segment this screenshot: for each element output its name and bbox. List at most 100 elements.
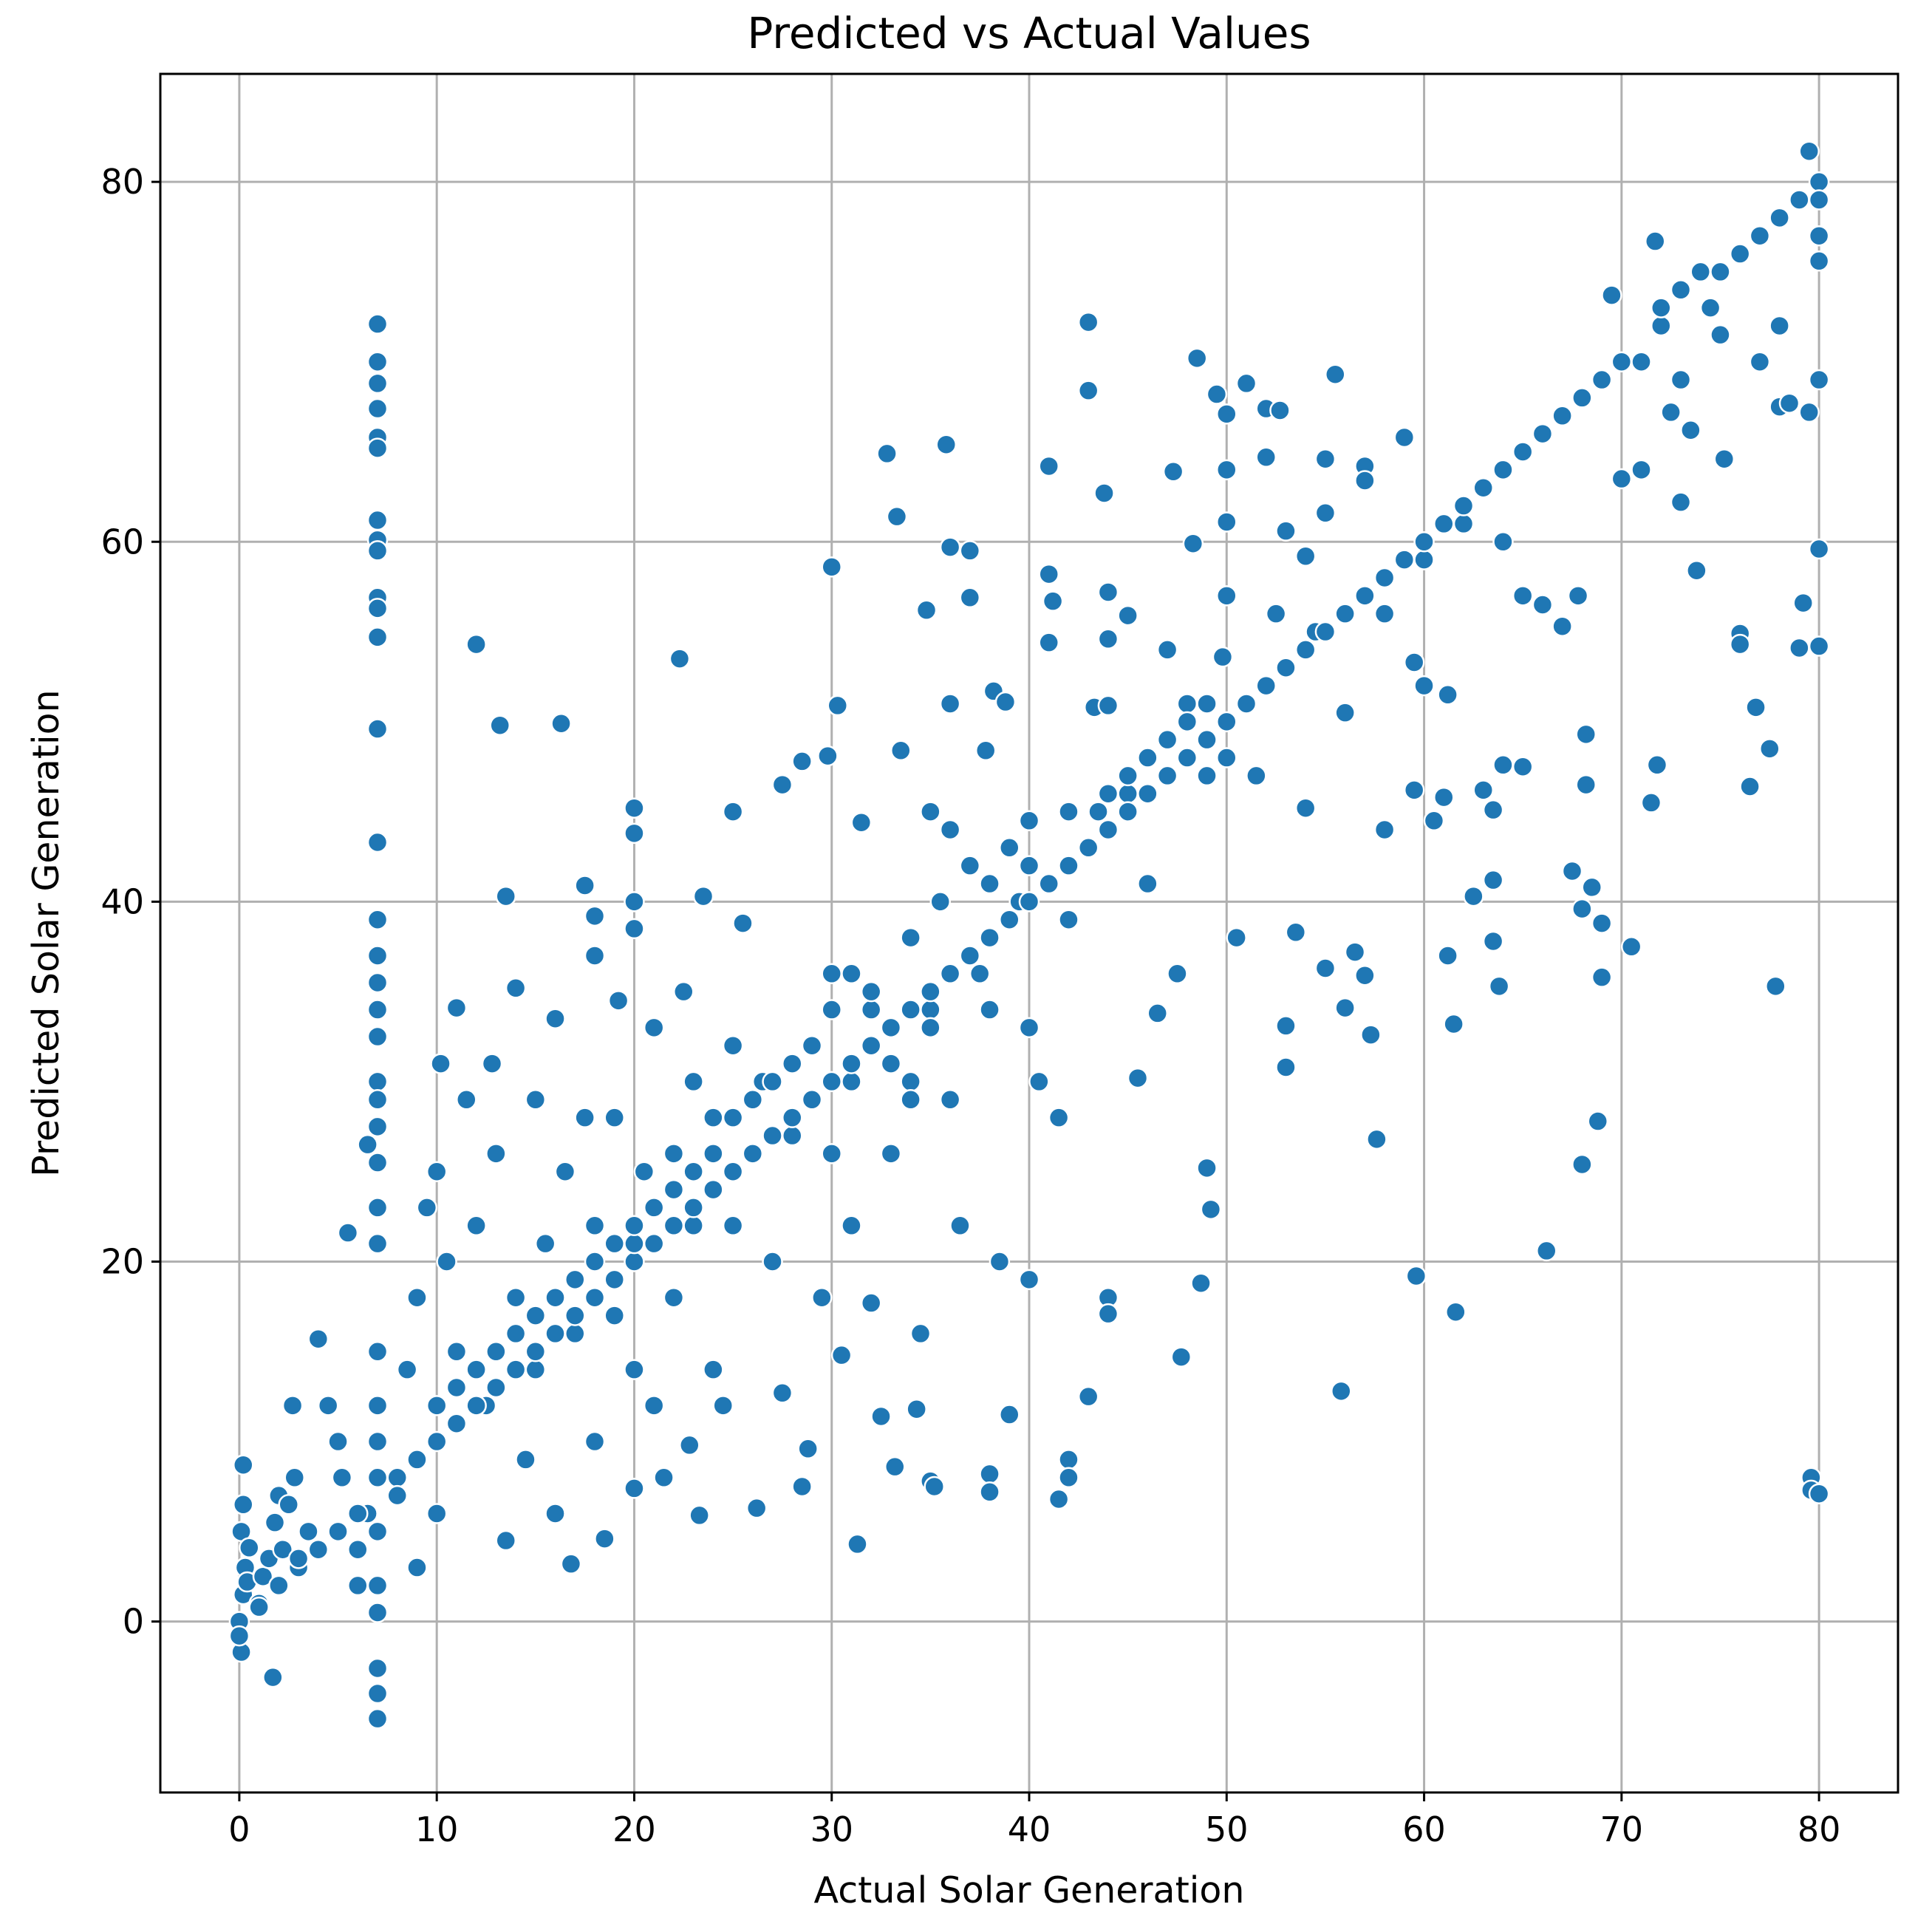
scatter-point [1512, 585, 1534, 607]
scatter-point [1631, 459, 1652, 481]
scatter-point [1611, 468, 1633, 490]
scatter-point [782, 1107, 803, 1128]
scatter-point [1331, 1380, 1352, 1402]
scatter-point [1176, 693, 1198, 714]
scatter-point [974, 740, 997, 762]
scatter-point [692, 885, 714, 907]
scatter-point [624, 1359, 645, 1380]
scatter-point [1561, 860, 1583, 882]
scatter-point [1393, 426, 1416, 448]
scatter-point [679, 1434, 700, 1456]
scatter-point [880, 1053, 902, 1074]
x-tick-label: 80 [1798, 1809, 1841, 1849]
scatter-point [1405, 1265, 1427, 1287]
y-tick-label: 0 [123, 1602, 144, 1642]
x-tick-label: 10 [415, 1809, 459, 1849]
scatter-point [1591, 912, 1613, 934]
scatter-point [1176, 711, 1198, 733]
scatter-point [909, 1323, 932, 1345]
scatter-point [1097, 819, 1119, 841]
scatter-point [1453, 495, 1475, 516]
scatter-point [284, 1467, 305, 1489]
scatter-point [564, 1269, 586, 1291]
y-tick-label: 80 [100, 162, 144, 202]
scatter-point [446, 1341, 468, 1362]
scatter-point [1058, 1449, 1079, 1470]
scatter-point [1423, 810, 1445, 832]
scatter-point [366, 1682, 389, 1705]
scatter-point [281, 1395, 304, 1416]
scatter-point [1670, 491, 1692, 513]
scatter-point [821, 963, 842, 985]
scatter-point [366, 1657, 389, 1679]
scatter-point [366, 1089, 389, 1111]
scatter-point [1413, 531, 1435, 553]
scatter-point [1482, 930, 1504, 952]
scatter-point [550, 713, 572, 734]
scatter-point [979, 1481, 1000, 1503]
scatter-point [584, 905, 606, 927]
x-tick-label: 0 [228, 1809, 250, 1849]
scatter-point [465, 1359, 487, 1380]
scatter-point [924, 1476, 945, 1498]
scatter-point [1018, 810, 1040, 832]
scatter-point [920, 999, 941, 1020]
scatter-point [689, 1504, 710, 1526]
scatter-point [999, 909, 1020, 930]
scatter-point [979, 1463, 1000, 1485]
scatter-point [485, 1341, 507, 1362]
scatter-point [268, 1575, 290, 1597]
scatter-point [683, 1215, 704, 1237]
scatter-point [817, 745, 839, 767]
scatter-point [1651, 297, 1672, 318]
y-tick-label: 60 [100, 522, 144, 562]
scatter-point [669, 648, 691, 669]
scatter-point [1196, 765, 1218, 787]
scatter-point [307, 1328, 330, 1350]
scatter-point [703, 1143, 724, 1164]
y-axis-label: Predicted Solar Generation [25, 689, 67, 1176]
scatter-point [683, 1071, 704, 1093]
scatter-point [1196, 729, 1218, 751]
scatter-point [1437, 945, 1458, 966]
scatter-point [228, 1625, 250, 1647]
scatter-point [233, 1454, 254, 1476]
scatter-point [683, 1161, 704, 1182]
scatter-point [505, 978, 527, 999]
scatter-point [624, 822, 645, 845]
scatter-point [860, 1292, 882, 1314]
scatter-point [465, 633, 487, 655]
scatter-point [366, 509, 389, 531]
scatter-point [347, 1575, 369, 1597]
scatter-point [1167, 963, 1188, 985]
scatter-point [1344, 941, 1366, 963]
scatter-point [1216, 511, 1238, 533]
scatter-point [663, 1178, 685, 1201]
grid-lines [160, 74, 1898, 1792]
scatter-point [1097, 782, 1119, 805]
scatter-point [1137, 782, 1158, 805]
scatter-point [643, 1395, 665, 1416]
scatter-point [1186, 347, 1208, 369]
scatter-point [1334, 702, 1356, 723]
scatter-point [1749, 351, 1771, 372]
scatter-point [357, 1133, 378, 1156]
scatter-point [935, 434, 957, 455]
scatter-point [366, 909, 389, 930]
scatter-point [1127, 1067, 1149, 1089]
scatter-point [1216, 585, 1238, 607]
scatter-point [643, 1232, 665, 1255]
scatter-point [1749, 225, 1771, 247]
scatter-point [426, 1503, 448, 1524]
scatter-point [1645, 231, 1666, 252]
scatter-point [1611, 351, 1633, 372]
scatter-point [406, 1557, 428, 1578]
scatter-point [939, 536, 961, 558]
scatter-point [1190, 1272, 1212, 1294]
scatter-point [1038, 563, 1059, 585]
scatter-point [1492, 459, 1514, 481]
scatter-point [1453, 513, 1475, 535]
scatter-point [830, 1344, 853, 1366]
scatter-point [1058, 801, 1079, 822]
scatter-point [366, 1152, 389, 1173]
